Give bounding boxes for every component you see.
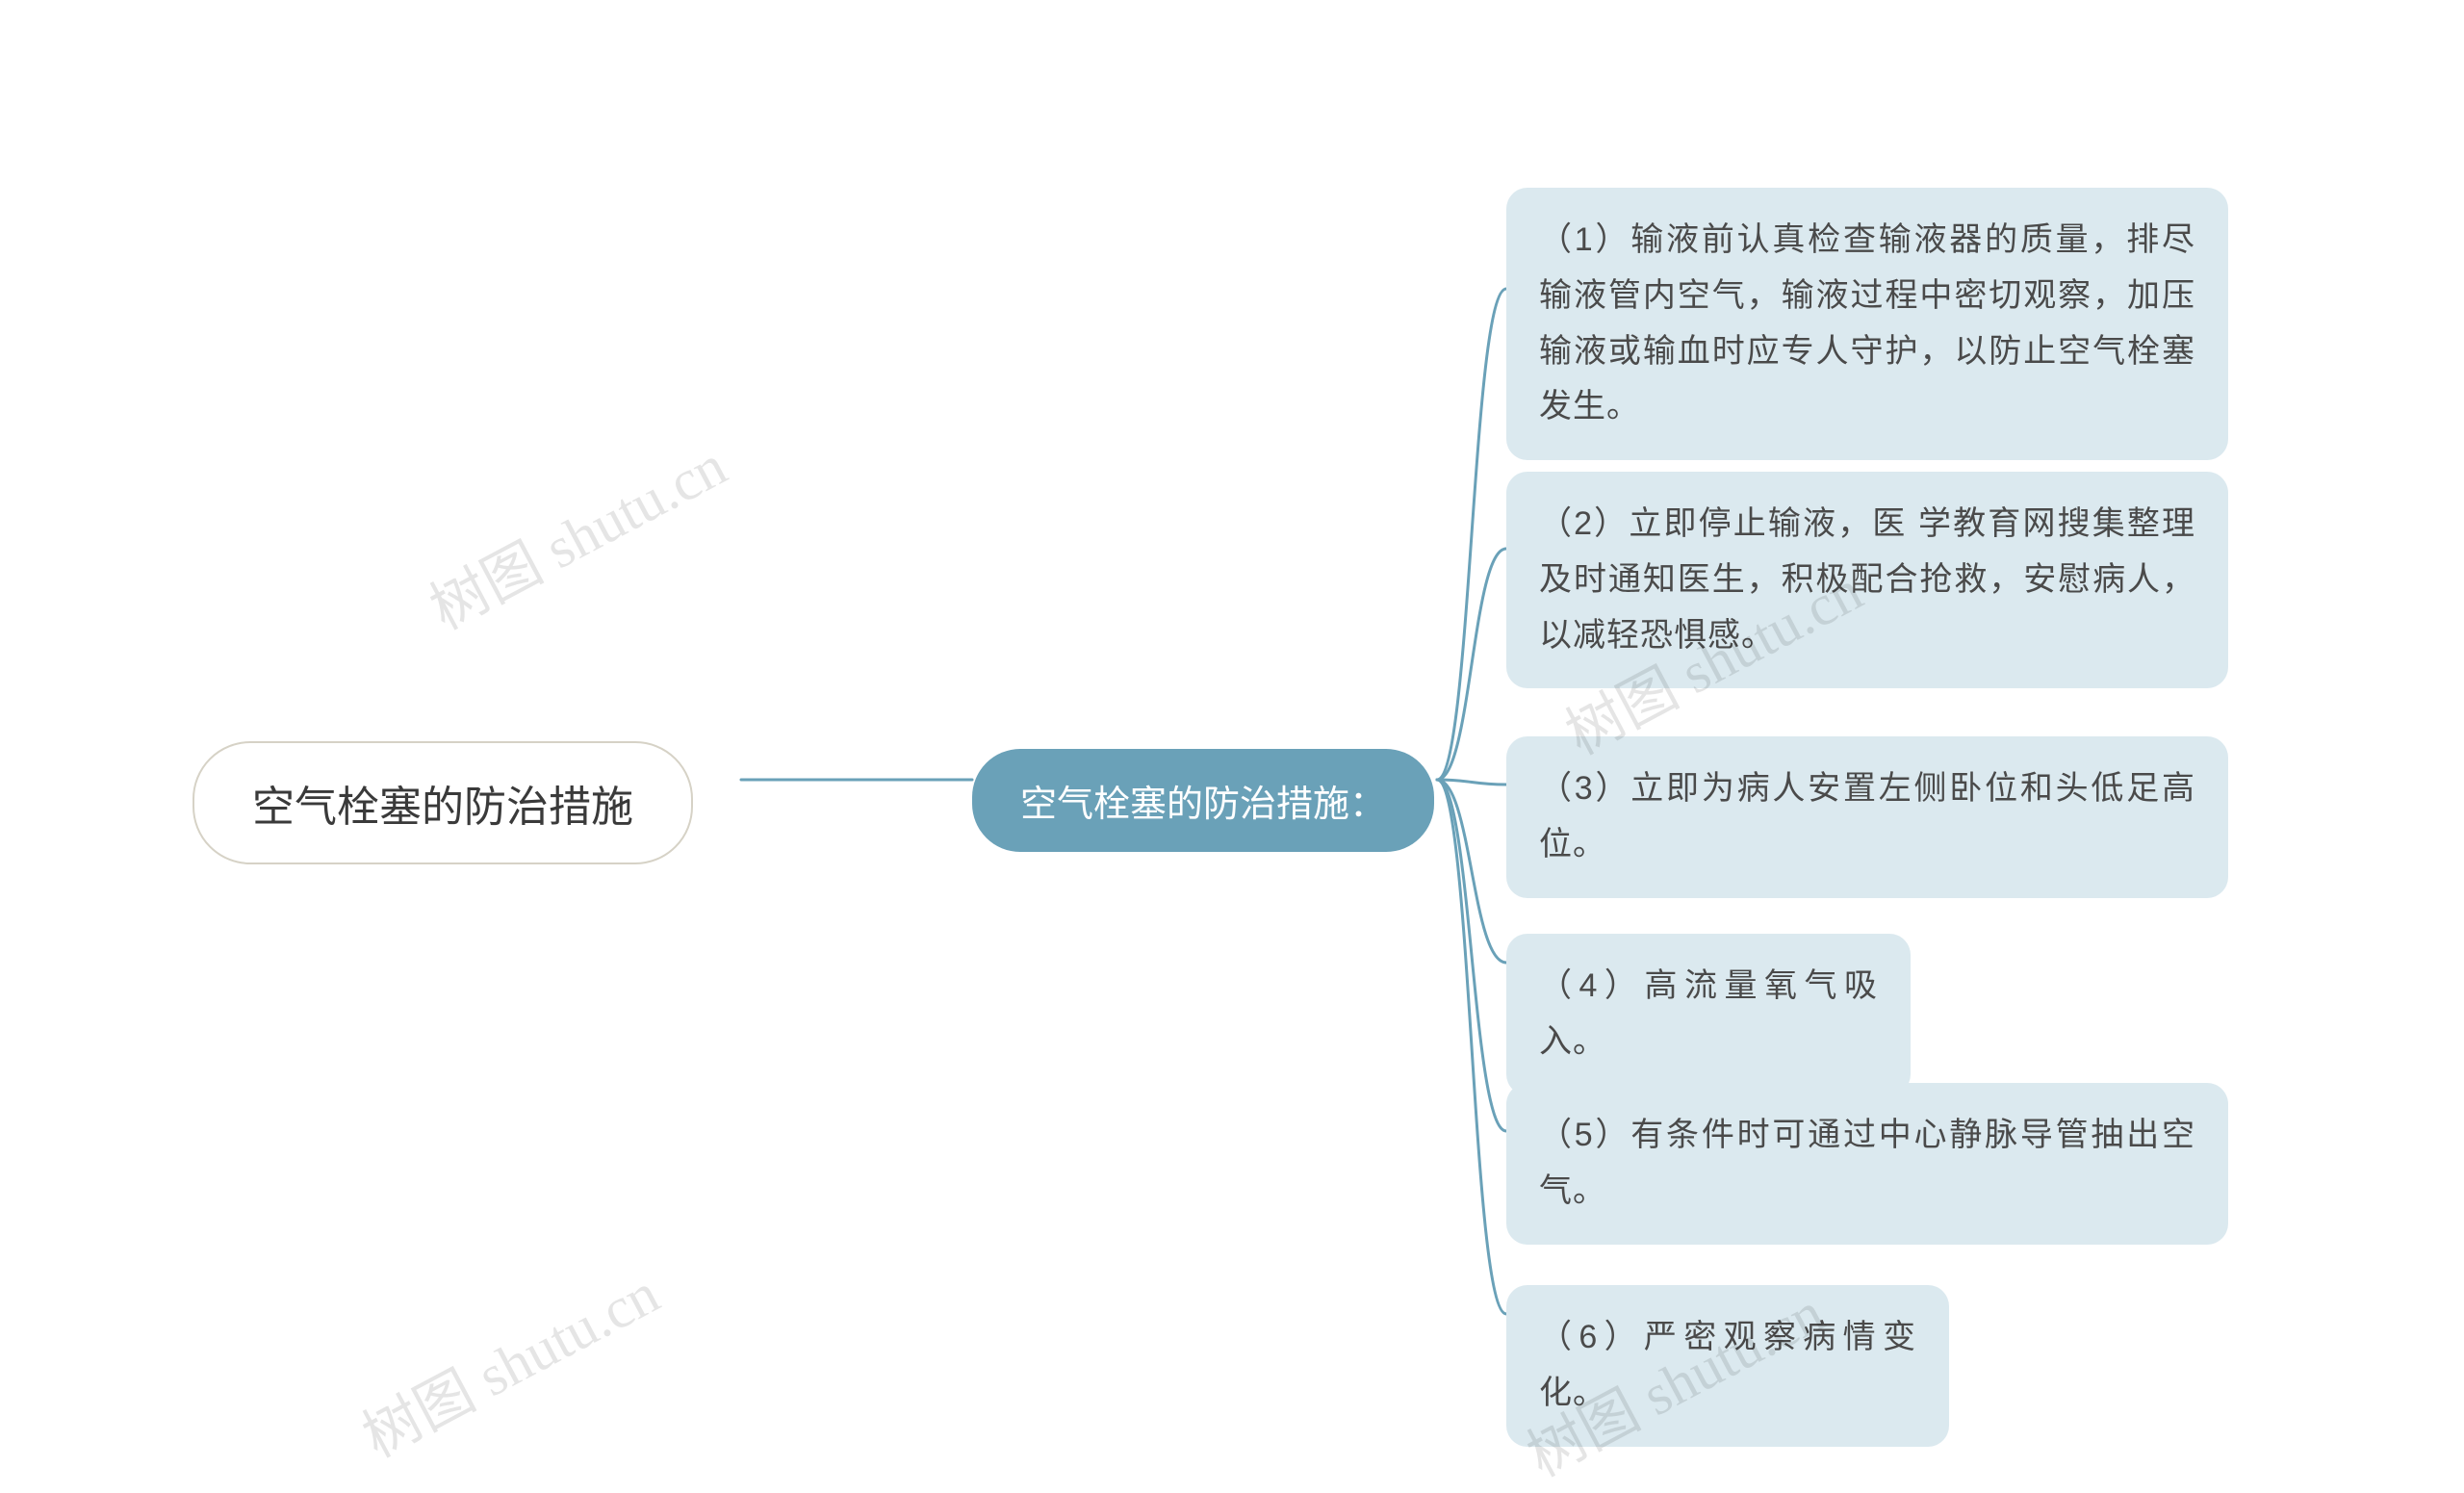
root-node: 空气栓塞的防治措施 [192,741,693,864]
leaf-label: （6）严密观察病情变化。 [1539,1310,1916,1422]
level1-node: 空气栓塞的防治措施： [972,749,1434,852]
level1-label: 空气栓塞的防治措施： [1020,774,1386,827]
leaf-node-1: （1）输液前认真检查输液器的质量，排尽输液管内空气，输液过程中密切观察，加压输液… [1506,188,2228,460]
leaf-label: （1）输液前认真检查输液器的质量，排尽输液管内空气，输液过程中密切观察，加压输液… [1539,213,2195,435]
leaf-node-5: （5）有条件时可通过中心静脉导管抽出空气。 [1506,1083,2228,1245]
leaf-node-3: （3）立即为病人安置左侧卧位和头低足高位。 [1506,736,2228,898]
mindmap-canvas: 空气栓塞的防治措施 空气栓塞的防治措施： （1）输液前认真检查输液器的质量，排尽… [0,0,2464,1463]
watermark: 树图 shutu.cn [346,1248,671,1474]
leaf-node-6: （6）严密观察病情变化。 [1506,1285,1949,1447]
leaf-label: （3）立即为病人安置左侧卧位和头低足高位。 [1539,761,2195,873]
leaf-node-4: （4）高流量氧气吸入。 [1506,934,1911,1095]
watermark: 树图 shutu.cn [413,420,738,646]
leaf-label: （2）立即停止输液，医 学教育网搜集整理及时通知医生，积极配合抢救，安慰病人，以… [1539,497,2195,663]
root-label: 空气栓塞的防治措施 [252,772,633,834]
leaf-label: （4）高流量氧气吸入。 [1539,959,1878,1070]
leaf-label: （5）有条件时可通过中心静脉导管抽出空气。 [1539,1108,2195,1220]
leaf-node-2: （2）立即停止输液，医 学教育网搜集整理及时通知医生，积极配合抢救，安慰病人，以… [1506,472,2228,688]
